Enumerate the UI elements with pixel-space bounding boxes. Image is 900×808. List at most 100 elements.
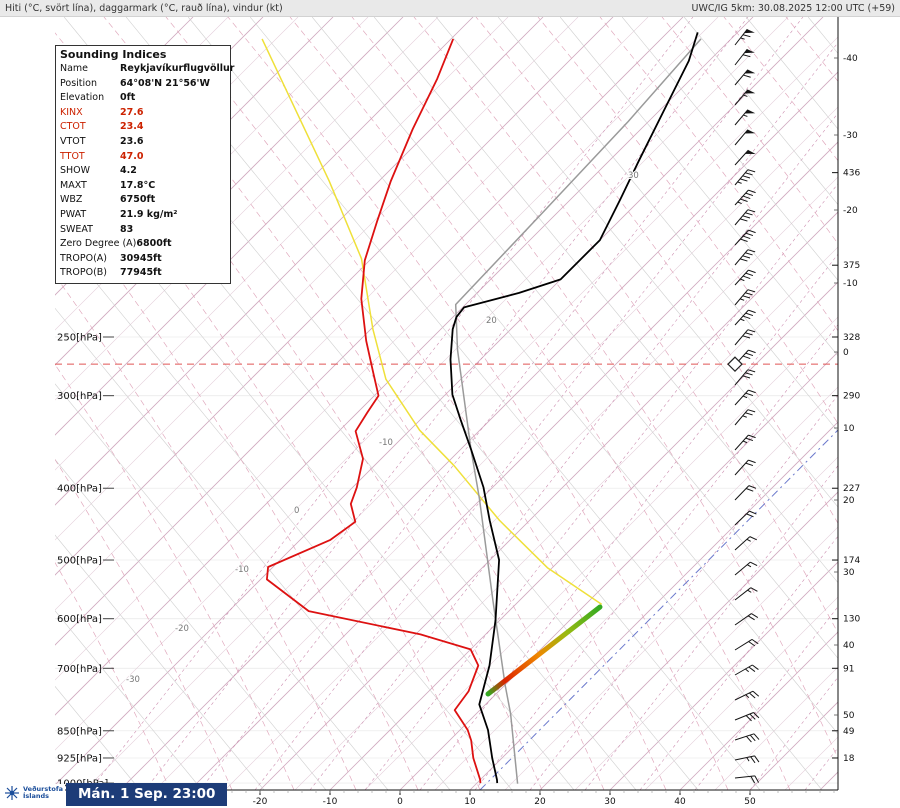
adiabat-label: 20: [486, 316, 497, 326]
parcel-highlight-segment: [485, 604, 603, 697]
wind-barb: [734, 434, 756, 451]
index-label: TROPO(A): [60, 252, 107, 264]
wind-barb: [734, 755, 760, 764]
wind-barb: [734, 48, 755, 66]
index-label: TTOT: [60, 150, 85, 162]
index-row-ttot: TTOT 47.0: [56, 150, 230, 165]
wind-barb: [734, 129, 756, 146]
index-value: 30945ft: [120, 252, 162, 264]
bottom-temp-label: -10: [323, 797, 338, 807]
index-label: Zero Degree (A): [60, 238, 137, 250]
wind-barb: [734, 510, 757, 526]
adiabat-label: 30: [628, 171, 639, 181]
pressure-axis-label: 925[hPa]: [57, 753, 102, 764]
wind-barb: [734, 249, 756, 266]
wind-barb: [734, 209, 756, 226]
height-label: 130: [843, 615, 860, 625]
dewpoint-curve: [265, 38, 482, 784]
height-label: 174: [843, 556, 860, 566]
height-label: 436: [843, 169, 860, 179]
right-temp-label: 0: [843, 348, 849, 358]
index-label: MAXT: [60, 179, 87, 191]
index-value: 17.8°C: [120, 179, 156, 191]
height-label: 375: [843, 261, 860, 271]
wind-barb: [734, 149, 756, 166]
index-label: PWAT: [60, 208, 87, 220]
blue-reference-line: [479, 429, 838, 790]
bottom-temp-label: 20: [534, 797, 546, 807]
pressure-axis-label: 600[hPa]: [57, 614, 102, 625]
index-row-wbz: WBZ 6750ft: [56, 193, 230, 208]
index-value: 23.4: [120, 121, 144, 133]
parcel-curve: [454, 38, 702, 784]
height-label: 227: [843, 484, 860, 494]
legend-text: Hiti (°C, svört lína), daggarmark (°C, r…: [5, 2, 283, 14]
wind-barb: [734, 664, 759, 676]
header-bar: Hiti (°C, svört lína), daggarmark (°C, r…: [0, 0, 900, 17]
wind-barb: [734, 561, 758, 576]
height-label: 18: [843, 754, 855, 764]
bottom-temp-label: 50: [744, 797, 756, 807]
height-label: 49: [843, 727, 855, 737]
wind-barb: [734, 587, 758, 601]
wind-barb: [734, 89, 756, 106]
grid-layer: [55, 17, 838, 790]
right-temp-label: 40: [843, 641, 855, 651]
wind-barb: [734, 28, 755, 46]
bottom-temp-label: 0: [397, 797, 403, 807]
index-label: SWEAT: [60, 223, 93, 235]
index-label: WBZ: [60, 194, 83, 206]
vedurstofa-logo-text: Veðurstofa Íslands: [23, 786, 63, 800]
bottom-temp-label: 30: [604, 797, 616, 807]
right-temp-label: 50: [843, 711, 855, 721]
pressure-axis-label: 400[hPa]: [57, 484, 102, 495]
index-row-pwat: PWAT 21.9 kg/m²: [56, 208, 230, 223]
wind-barb: [734, 189, 756, 206]
axes-layer: 250[hPa] 300[hPa] 400[hPa] 500[hPa] 600[hPa]…: [55, 17, 860, 807]
adiabat-label: -10: [235, 565, 249, 575]
tropopause-diamond-marker: [727, 356, 743, 372]
wind-barb: [734, 638, 759, 651]
index-value: 23.6: [120, 135, 144, 147]
sounding-indices-panel: Sounding Indices Name Reykjavíkurflugvöll…: [55, 45, 234, 284]
bottom-temp-label: -20: [253, 797, 268, 807]
index-value: 77945ft: [120, 267, 162, 279]
index-label: TROPO(B): [60, 267, 108, 279]
index-row-vtot: VTOT 23.6: [56, 135, 230, 150]
wind-barb: [734, 775, 760, 784]
vedurstofa-logo: Veðurstofa Íslands: [2, 784, 66, 802]
index-value: 64°08'N 21°56'W: [120, 77, 210, 89]
right-temp-label: 30: [843, 568, 855, 578]
adiabat-label: -30: [126, 675, 140, 685]
index-label: Elevation: [60, 92, 105, 104]
index-value: 4.2: [120, 165, 137, 177]
wind-barb: [734, 536, 757, 551]
adiabat-label: 0: [294, 506, 299, 516]
wind-barb: [734, 733, 760, 743]
wind-barb: [734, 269, 756, 286]
temperature-curve: [449, 32, 699, 784]
index-label: SHOW: [60, 165, 91, 177]
wind-barb: [734, 409, 756, 426]
index-value: 27.6: [120, 106, 144, 118]
indices-title: Sounding Indices: [60, 48, 167, 61]
index-row-position: Position 64°08'N 21°56'W: [56, 77, 230, 92]
index-value: 47.0: [120, 150, 144, 162]
logo-line2: Íslands: [23, 792, 50, 800]
wind-barb: [734, 712, 760, 722]
logo-line1: Veðurstofa: [23, 785, 64, 793]
wind-barb: [734, 229, 756, 246]
right-temp-label: -30: [843, 131, 858, 141]
index-row-elevation: Elevation 0ft: [56, 91, 230, 106]
index-label: Position: [60, 77, 97, 89]
pressure-axis-label: 300[hPa]: [57, 391, 102, 402]
yellow-reference-curve: [261, 38, 603, 606]
index-row-ctot: CTOT 23.4: [56, 120, 230, 135]
index-row-name: Name Reykjavíkurflugvöllur: [56, 62, 234, 77]
vedurstofa-logo-icon: [5, 786, 19, 800]
bottom-temp-label: 40: [674, 797, 686, 807]
index-value: 83: [120, 223, 134, 235]
index-label: CTOT: [60, 121, 86, 133]
index-label: VTOT: [60, 135, 86, 147]
